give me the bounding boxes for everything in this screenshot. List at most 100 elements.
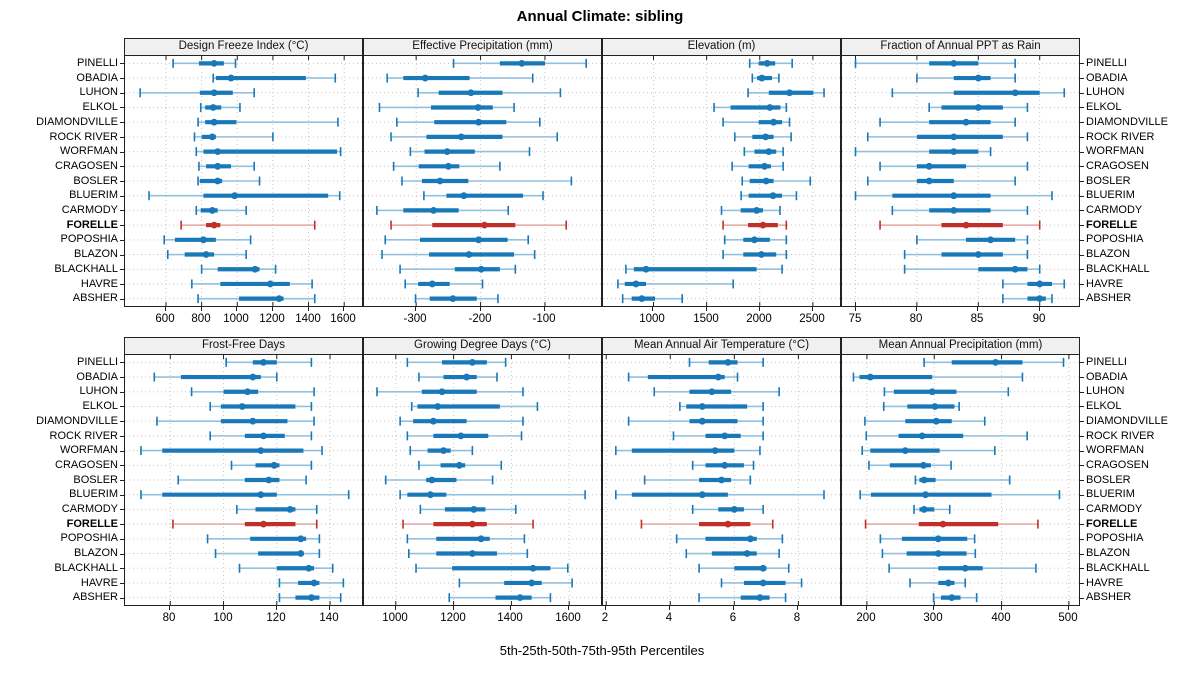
whisker-row-diamondville: [197, 117, 339, 127]
whisker-row-rock-river: [866, 132, 1029, 142]
whisker-row-havre: [191, 279, 313, 289]
whisker-row-absher: [197, 294, 316, 304]
whisker-row-carmody: [236, 504, 318, 514]
whisker-row-absher: [932, 593, 978, 603]
panel-title: Design Freeze Index (°C): [178, 40, 309, 52]
y-tick: [120, 495, 124, 496]
whisker-row-blackhall: [698, 563, 790, 573]
x-tick-label: 6: [729, 612, 737, 624]
station-label-forelle: FORELLE: [66, 517, 118, 530]
whisker-row-pinelli: [923, 357, 1065, 367]
whisker-row-forelle: [864, 519, 1039, 529]
whisker-row-elkol: [928, 102, 1029, 112]
station-label-rock-river: ROCK RIVER: [49, 429, 118, 442]
panel-fraction-ppt-rain: Fraction of Annual PPT as Rain: [841, 38, 1080, 307]
whisker-row-absher: [1002, 294, 1053, 304]
whisker-row-poposhia: [916, 235, 1029, 245]
whisker-row-elkol: [378, 102, 515, 112]
whisker-row-obadia: [751, 73, 780, 83]
station-label-cragosen: CRAGOSEN: [1086, 159, 1149, 172]
station-label-blackhall: BLACKHALL: [1086, 561, 1150, 574]
station-label-carmody: CARMODY: [61, 503, 118, 516]
whisker-row-cragosen: [198, 161, 255, 171]
station-label-obadia: OBADIA: [76, 71, 118, 84]
whisker-row-bluerim: [615, 490, 825, 500]
station-label-cragosen: CRAGOSEN: [55, 159, 118, 172]
whisker-row-carmody: [913, 504, 951, 514]
whisker-row-havre: [458, 578, 573, 588]
y-tick: [1080, 524, 1084, 525]
y-tick: [1080, 480, 1084, 481]
station-label-carmody: CARMODY: [1086, 503, 1143, 516]
x-tick-label: 120: [266, 612, 286, 624]
x-tick: [855, 307, 856, 311]
whisker-row-havre: [1002, 279, 1066, 289]
station-label-carmody: CARMODY: [1086, 204, 1143, 217]
station-label-diamondville: DIAMONDVILLE: [1086, 414, 1168, 427]
y-tick: [120, 480, 124, 481]
whisker-row-blazon: [903, 250, 1029, 260]
station-label-cragosen: CRAGOSEN: [1086, 458, 1149, 471]
y-tick: [120, 78, 124, 79]
x-tick-label: 2: [601, 612, 609, 624]
station-label-bluerim: BLUERIM: [1086, 488, 1135, 501]
y-tick: [120, 107, 124, 108]
station-label-blazon: BLAZON: [1086, 547, 1131, 560]
whisker-row-blazon: [407, 549, 529, 559]
whisker-row-blazon: [722, 250, 788, 260]
whisker-row-rock-river: [209, 431, 313, 441]
whisker-row-luhon: [190, 387, 315, 397]
y-tick: [120, 63, 124, 64]
y-tick: [120, 406, 124, 407]
x-tick: [223, 606, 224, 610]
whisker-row-rock-river: [672, 431, 764, 441]
panel-row-top: PINELLI OBADIA LUHON ELKOL DIAMONDVILLE ROCK …: [0, 38, 1200, 307]
station-label-havre: HAVRE: [80, 576, 118, 589]
x-tick-label: 2500: [799, 313, 825, 325]
x-tick-label: 800: [191, 313, 211, 325]
panel-header: Mean Annual Precipitation (mm): [842, 338, 1079, 355]
y-tick: [120, 93, 124, 94]
station-label-bosler: BOSLER: [73, 473, 118, 486]
x-axis-mean-annual-precipitation: 200 300 400 500: [841, 606, 1080, 636]
whisker-row-bluerim: [423, 191, 544, 201]
y-tick: [1080, 78, 1084, 79]
panel-mean-annual-air-temperature: Mean Annual Air Temperature (°C): [602, 337, 841, 606]
whisker-row-poposhia: [206, 534, 321, 544]
whisker-row-poposhia: [384, 235, 530, 245]
axis-spacer: [1080, 606, 1197, 636]
whisker-row-cragosen: [731, 161, 784, 171]
x-tick-label: 1000: [382, 612, 408, 624]
axis-spacer: [0, 307, 124, 337]
panel-row-bottom: PINELLI OBADIA LUHON ELKOL DIAMONDVILLE ROCK …: [0, 337, 1200, 606]
y-tick: [1080, 362, 1084, 363]
whisker-row-blackhall: [888, 563, 1037, 573]
whisker-row-poposhia: [723, 235, 788, 245]
whisker-row-worfman: [409, 147, 531, 157]
x-tick-label: 1200: [440, 612, 466, 624]
panel-design-freeze-index: Design Freeze Index (°C): [124, 38, 363, 307]
x-tick: [1039, 307, 1040, 311]
whisker-row-rock-river: [406, 431, 523, 441]
whisker-row-pinelli: [854, 58, 1016, 68]
station-labels-top-left: PINELLI OBADIA LUHON ELKOL DIAMONDVILLE ROCK …: [0, 56, 124, 306]
station-label-diamondville: DIAMONDVILLE: [36, 115, 118, 128]
y-tick: [1080, 63, 1084, 64]
station-label-forelle: FORELLE: [1086, 218, 1138, 231]
whisker-row-obadia: [916, 73, 1016, 83]
whisker-row-pinelli: [172, 58, 237, 68]
station-label-absher: ABSHER: [72, 292, 118, 305]
x-tick: [733, 606, 734, 610]
x-tick-label: 85: [970, 313, 984, 325]
whisker-row-rock-river: [390, 132, 559, 142]
panel-header: Growing Degree Days (°C): [364, 338, 601, 355]
whisker-row-pinelli: [748, 58, 793, 68]
y-tick: [1080, 568, 1084, 569]
x-tick-label: 90: [1032, 313, 1046, 325]
x-tick: [933, 606, 934, 610]
whisker-row-diamondville: [879, 117, 1016, 127]
x-tick: [510, 606, 511, 610]
whisker-row-pinelli: [688, 357, 764, 367]
station-label-blazon: BLAZON: [73, 547, 118, 560]
station-label-luhon: LUHON: [79, 385, 118, 398]
